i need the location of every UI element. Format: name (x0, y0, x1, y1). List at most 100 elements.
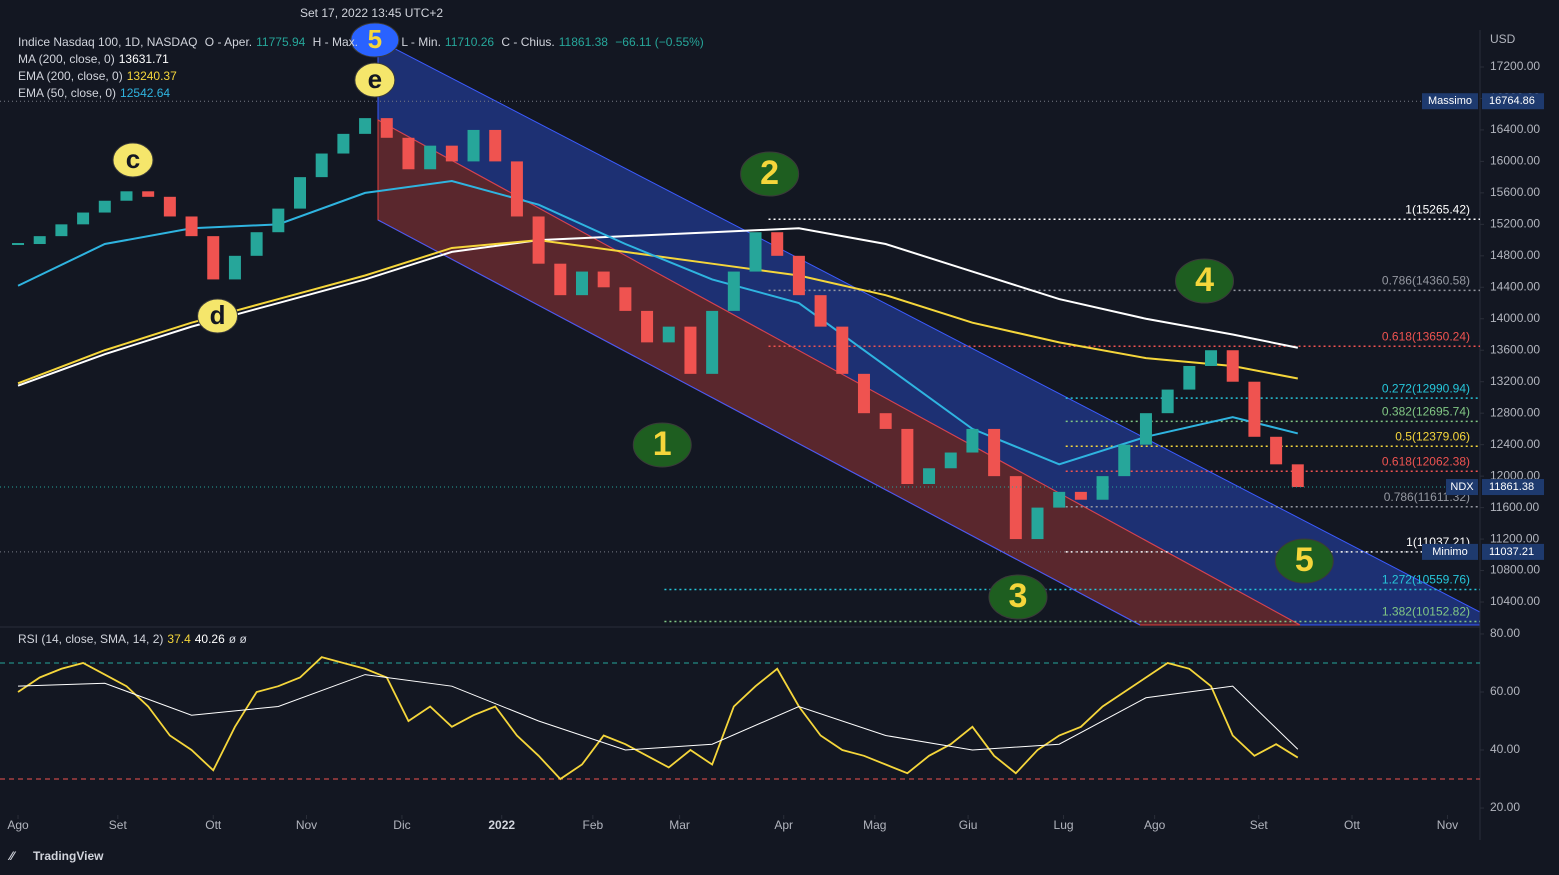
fib-label: 1(15265.42) (1405, 202, 1470, 216)
symbol-legend: Indice Nasdaq 100, 1D, NASDAQ O - Aper. 1… (18, 35, 708, 49)
wave-marker (1175, 258, 1235, 304)
candle (380, 118, 393, 138)
tag-value: 11861.38 (1489, 481, 1534, 493)
candle (359, 118, 372, 134)
wave-marker (197, 298, 239, 334)
ema200-legend: EMA (200, close, 0) 13240.37 (18, 69, 181, 83)
wave-marker (988, 574, 1048, 620)
change: −66.11 (−0.55%) (615, 35, 704, 49)
y-tick-label: 14400.00 (1490, 279, 1540, 293)
fib-label: 1.382(10152.82) (1382, 605, 1470, 619)
candle (77, 212, 90, 225)
wave-marker (740, 151, 800, 197)
legend-value: 12542.64 (120, 86, 171, 100)
candle (1205, 350, 1218, 366)
tag-name-box (1422, 543, 1478, 560)
x-tick-label: 2022 (488, 818, 515, 832)
x-tick-label: Giu (959, 818, 978, 832)
currency: USD (1490, 32, 1516, 46)
y-tick-label: 13600.00 (1490, 342, 1540, 356)
ma-legend: MA (200, close, 0) 13631.71 (18, 52, 173, 66)
candle (836, 326, 849, 374)
candle (489, 129, 502, 162)
tag-value: 16764.86 (1489, 95, 1535, 107)
legend-name: EMA (200, close, 0) (18, 69, 123, 83)
candle (706, 310, 719, 374)
tag-name-box (1422, 93, 1478, 110)
candle (207, 236, 220, 280)
x-tick-label: Mar (669, 818, 690, 832)
candle (12, 243, 25, 246)
close-label: C - Chius. (501, 35, 555, 49)
candle (1291, 464, 1304, 488)
high-label: H - Max. (312, 35, 358, 49)
y-tick-label: 14000.00 (1490, 311, 1540, 325)
candle (33, 236, 46, 245)
wave-label: 5 (1295, 541, 1314, 579)
brand-logo: ⁄⁄ (7, 849, 17, 863)
legend-value: 37.4 (167, 632, 191, 646)
candle (1053, 491, 1066, 508)
y-tick-label: 40.00 (1490, 742, 1520, 756)
fib-label: 0.618(13650.24) (1382, 329, 1470, 343)
candle (510, 161, 523, 217)
wave-label: 2 (760, 154, 779, 192)
y-tick-label: 80.00 (1490, 626, 1520, 640)
candle (337, 133, 350, 154)
candle (554, 263, 567, 296)
indicator-line (17, 180, 1299, 466)
candle (792, 255, 805, 296)
candle (228, 255, 241, 280)
candle (294, 177, 307, 209)
close: 11861.38 (558, 35, 608, 49)
tag-name: NDX (1450, 481, 1474, 493)
fib-label: 0.618(12062.38) (1382, 454, 1470, 468)
candle (1009, 476, 1022, 540)
y-tick-label: 11600.00 (1490, 500, 1539, 514)
candle (1161, 389, 1174, 414)
x-tick-label: Set (1250, 818, 1269, 832)
open: 11775.94 (256, 35, 306, 49)
y-tick-label: 12400.00 (1490, 437, 1540, 451)
legend-value: 13631.71 (118, 52, 169, 66)
tag-name-box (1446, 479, 1478, 496)
y-tick-label: 17200.00 (1490, 59, 1540, 73)
candle (532, 216, 545, 264)
tag-value: 11037.21 (1489, 546, 1534, 558)
x-tick-label: Dic (393, 818, 410, 832)
tag-name: Massimo (1428, 95, 1472, 107)
candle (1226, 350, 1239, 382)
brand: TradingView (33, 849, 104, 863)
wave-marker (1274, 538, 1334, 584)
candle (272, 208, 285, 233)
candle (55, 224, 68, 237)
wave-label: c (126, 144, 140, 174)
x-tick-label: Lug (1054, 818, 1074, 832)
candle (467, 129, 480, 162)
candle (901, 428, 914, 485)
candle (1074, 491, 1087, 500)
candle (597, 271, 610, 288)
tag-value-box (1482, 93, 1544, 110)
y-tick-label: 15600.00 (1490, 185, 1540, 199)
symbol: Indice Nasdaq 100, 1D, NASDAQ (18, 35, 198, 49)
candle (185, 216, 198, 237)
x-tick-label: Apr (774, 818, 793, 832)
candle (619, 287, 632, 311)
candle (749, 232, 762, 272)
x-tick-label: Mag (863, 818, 886, 832)
candle (575, 271, 588, 296)
candle (120, 191, 133, 201)
y-tick-label: 60.00 (1490, 684, 1520, 698)
candle (402, 137, 415, 170)
legend-name: EMA (50, close, 0) (18, 86, 117, 100)
wave-marker (112, 142, 154, 178)
y-tick-label: 13200.00 (1490, 374, 1540, 388)
channel-bottom (377, 219, 1141, 626)
y-tick-label: 12000.00 (1490, 468, 1540, 482)
low-label: L - Min. (401, 35, 441, 49)
y-tick-label: 16000.00 (1490, 154, 1540, 168)
candle (1096, 476, 1109, 500)
candle (1031, 507, 1044, 540)
